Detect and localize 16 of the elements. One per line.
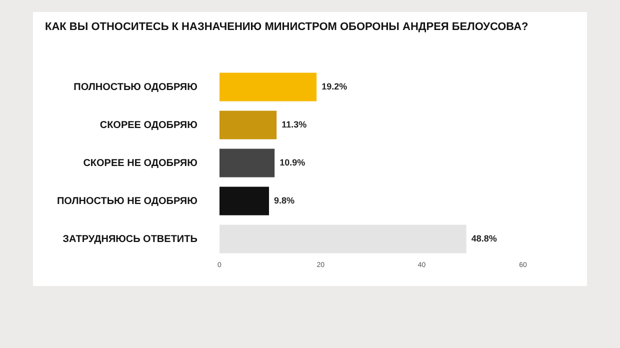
bar xyxy=(219,72,317,102)
y-tick-label: ПОЛНОСТЬЮ НЕ ОДОБРЯЮ xyxy=(57,196,198,207)
y-tick-label: СКОРЕЕ НЕ ОДОБРЯЮ xyxy=(83,158,198,169)
bar xyxy=(219,110,277,140)
bar xyxy=(219,148,275,178)
y-tick-label: ЗАТРУДНЯЮСЬ ОТВЕТИТЬ xyxy=(62,234,198,245)
data-label: 19.2% xyxy=(322,81,348,92)
y-tick-label: СКОРЕЕ ОДОБРЯЮ xyxy=(100,120,198,131)
data-label: 10.9% xyxy=(280,157,306,168)
bar xyxy=(219,224,466,254)
bar xyxy=(219,186,270,216)
data-label: 11.3% xyxy=(282,119,307,130)
data-label: 48.8% xyxy=(471,233,497,244)
data-label: 9.8% xyxy=(274,195,295,206)
chart-title: КАК ВЫ ОТНОСИТЕСЬ К НАЗНАЧЕНИЮ МИНИСТРОМ ОБОРОНЫ АНДРЕЯ БЕЛОУСОВА? xyxy=(44,20,530,33)
y-tick-label: ПОЛНОСТЬЮ ОДОБРЯЮ xyxy=(74,82,198,93)
